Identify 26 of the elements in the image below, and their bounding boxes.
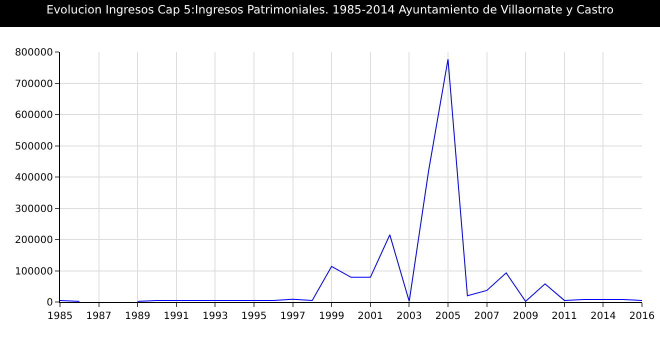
- x-tick-label: 2009: [512, 311, 538, 322]
- x-tick-label: 2003: [396, 311, 422, 322]
- y-tick-label: 500000: [14, 141, 53, 152]
- y-tick-label: 400000: [14, 172, 53, 184]
- x-tick-label: 1993: [202, 311, 228, 322]
- x-tick-label: 2001: [358, 311, 384, 322]
- y-tick-label: 600000: [14, 110, 53, 121]
- y-tick-label: 100000: [14, 266, 53, 278]
- y-tick-label: 200000: [14, 235, 53, 246]
- x-tick-label: 1989: [124, 311, 150, 322]
- x-tick-label: 2007: [474, 311, 500, 322]
- y-tick-label: 800000: [14, 48, 53, 58]
- y-tick-label: 300000: [14, 204, 53, 215]
- y-tick-label: 0: [46, 298, 53, 308]
- x-tick-label: 1995: [241, 311, 267, 322]
- x-tick-label: 2005: [435, 311, 461, 322]
- x-tick-label: 1999: [318, 311, 344, 322]
- x-tick-label: 2016: [629, 311, 655, 322]
- x-tick-label: 1985: [47, 311, 73, 322]
- x-tick-label: 1987: [86, 311, 112, 322]
- y-tick-label: 700000: [14, 78, 53, 90]
- x-tick-label: 1991: [164, 311, 190, 322]
- x-tick-label: 2011: [552, 311, 578, 322]
- x-tick-label: 2014: [590, 311, 616, 322]
- x-tick-label: 1997: [280, 311, 306, 322]
- chart-title: Evolucion Ingresos Cap 5:Ingresos Patrimoniales. 1985-2014 Ayuntamiento de Villaornate y Castro: [46, 2, 614, 16]
